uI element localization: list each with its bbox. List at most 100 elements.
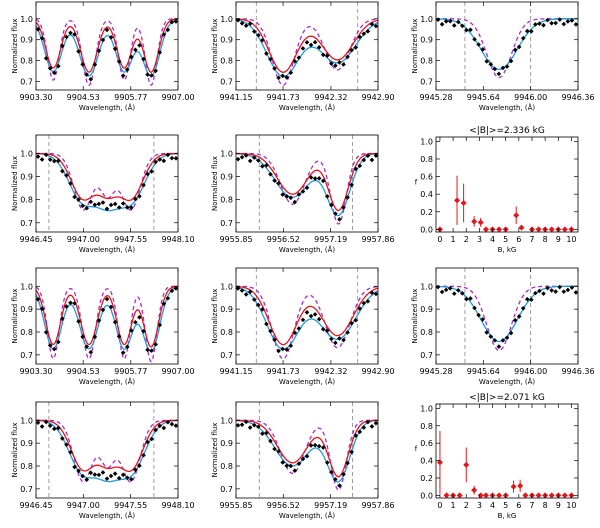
observed-point: [133, 47, 138, 53]
x-axis-label: Wavelength, (Å): [79, 245, 135, 254]
observed-point: [43, 55, 49, 61]
model-curve-red: [36, 18, 178, 73]
fraction-point: [513, 212, 520, 219]
x-tick-label: 9: [556, 501, 561, 510]
x-tick-label: 0: [437, 235, 442, 244]
y-axis-label: f: [415, 179, 418, 187]
plot-area: [36, 135, 178, 232]
observed-point: [47, 157, 53, 162]
x-axis-label: Wavelength, (Å): [279, 103, 335, 112]
observed-point: [484, 330, 490, 335]
observed-point: [141, 452, 146, 458]
x-tick-label: 9946.45: [19, 235, 52, 244]
x-axis-label: Wavelength, (Å): [279, 377, 335, 386]
fraction-point: [535, 226, 542, 233]
observed-point: [308, 175, 314, 180]
observed-point: [43, 419, 49, 425]
observed-point: [173, 19, 178, 24]
x-tick-label: 9945.28: [419, 93, 452, 102]
spectrum-panel-r2c2: 9955.85 9956.52 9957.19 9957.86 0.7 0.8 0.9 1.0…: [211, 134, 395, 254]
observed-point: [256, 32, 261, 38]
observed-point: [312, 312, 318, 317]
observed-point: [296, 55, 302, 60]
observed-point: [112, 471, 118, 476]
spectrum-panel-r1c2: 9941.15 9941.73 9942.32 9942.90 0.7 0.8 0.9 1.0…: [211, 1, 395, 112]
x-tick-label: 3: [477, 501, 482, 510]
y-tick-label: 0.9: [420, 305, 433, 314]
y-axis-label: Normalized flux: [211, 289, 219, 344]
observed-point: [56, 339, 61, 345]
observed-point: [288, 343, 294, 349]
observed-point: [72, 464, 77, 470]
observed-point: [116, 334, 122, 339]
observed-point: [145, 347, 150, 353]
observed-point: [100, 200, 106, 205]
model-curve-purple: [236, 152, 378, 225]
y-axis-label: Normalized flux: [11, 156, 19, 211]
y-tick-label: 0.9: [20, 36, 33, 45]
y-tick-label: 0.8: [20, 57, 33, 66]
observed-point: [264, 430, 269, 436]
observed-point: [116, 59, 122, 64]
x-tick-label: 9904.53: [67, 93, 100, 102]
x-tick-label: 4: [490, 501, 495, 510]
observed-point: [108, 202, 114, 208]
observed-point: [169, 421, 175, 427]
observed-point: [456, 19, 461, 25]
observed-point: [353, 317, 358, 323]
x-tick-label: 5: [503, 501, 508, 510]
observed-point: [64, 34, 69, 40]
observed-point: [47, 423, 53, 429]
observed-point: [341, 62, 346, 67]
model-curve-purple: [236, 419, 378, 491]
panel-title: <|B|>=2.336 kG: [469, 126, 545, 136]
observed-point: [549, 20, 554, 26]
fraction-point: [496, 492, 503, 499]
observed-point: [165, 295, 171, 301]
observed-point: [561, 21, 567, 27]
observed-point: [236, 286, 241, 291]
observed-point: [553, 20, 558, 26]
spectrum-panel-r4c1: 9946.45 9947.00 9947.55 9948.10 0.7 0.8 0.9 1.0…: [11, 401, 195, 520]
axes-frame: [435, 267, 579, 365]
observed-point: [88, 470, 94, 476]
observed-point: [296, 461, 302, 466]
observed-point: [337, 60, 342, 65]
observed-point: [169, 288, 175, 294]
fraction-point: [471, 487, 478, 494]
observed-point: [169, 155, 175, 161]
observed-point: [243, 153, 249, 158]
y-tick-label: 1.0: [220, 282, 233, 291]
x-axis-label: Wavelength, (Å): [279, 511, 335, 520]
model-curve-red: [236, 419, 378, 478]
observed-point: [480, 47, 485, 52]
observed-point: [243, 292, 249, 297]
observed-point: [464, 296, 469, 302]
observed-point: [353, 166, 358, 172]
observed-point: [324, 328, 330, 333]
observed-point: [80, 203, 85, 209]
y-tick-label: 0.9: [220, 439, 233, 448]
observed-point: [56, 158, 61, 164]
observed-point: [100, 470, 106, 475]
observed-point: [557, 284, 563, 290]
observed-point: [284, 75, 290, 80]
x-tick-label: 9903.30: [19, 93, 52, 102]
observed-point: [260, 38, 265, 43]
plot-area: [436, 2, 578, 90]
x-tick-label: 9957.19: [314, 501, 347, 510]
x-tick-label: 9941.73: [267, 93, 300, 102]
model-curve-blue: [36, 419, 178, 483]
x-tick-label: 9957.86: [361, 235, 394, 244]
observed-point: [320, 52, 326, 58]
observed-point: [236, 156, 241, 162]
spectrum-panel-r3c2: 9941.15 9941.73 9942.32 9942.90 0.7 0.8 0.9 1.0…: [211, 267, 395, 386]
x-tick-label: 9946.00: [514, 367, 547, 376]
observed-point: [345, 330, 350, 335]
observed-point: [373, 420, 378, 426]
model-curve-red: [236, 285, 378, 346]
spectrum-panel-r4c2: 9955.85 9956.52 9957.19 9957.86 0.7 0.8 0.9 1.0…: [211, 401, 395, 520]
observed-point: [39, 35, 45, 41]
spectrum-panel-r3c3: 9945.28 9945.64 9946.00 9946.36 0.7 0.8 0.9 1.0…: [411, 267, 595, 386]
observed-point: [472, 305, 477, 311]
